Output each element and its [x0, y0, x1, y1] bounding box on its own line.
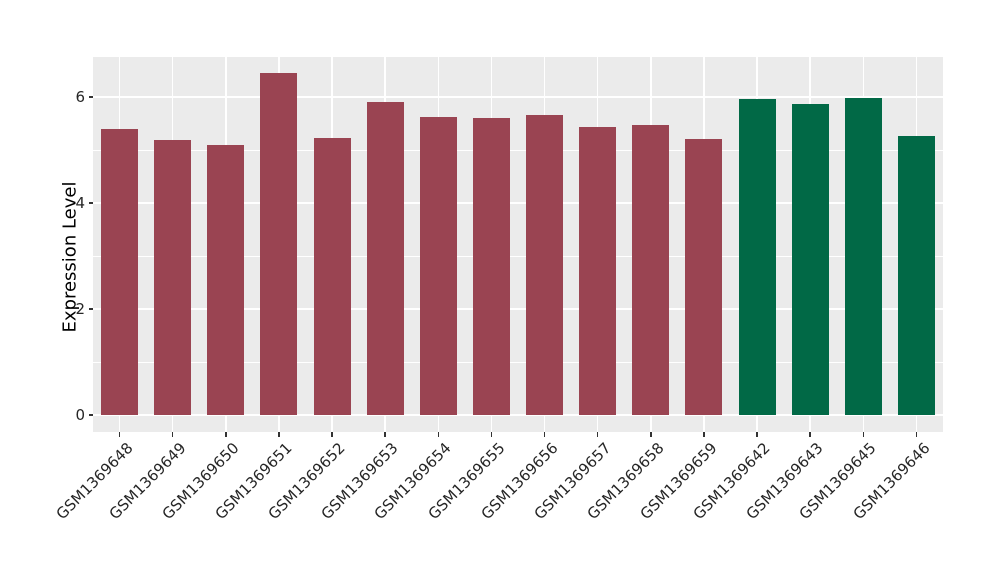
bar-GSM1369657 [579, 127, 617, 415]
x-tick-mark [278, 432, 280, 437]
x-tick-mark [915, 432, 918, 437]
y-tick-label: 4 [75, 194, 85, 212]
bar-GSM1369652 [313, 138, 351, 415]
y-tick-mark [89, 96, 93, 98]
x-tick-mark [809, 432, 811, 437]
x-tick-mark [490, 432, 493, 437]
major-gridline [93, 96, 943, 98]
x-tick-mark [225, 432, 227, 437]
x-tick-mark [171, 432, 174, 437]
bar-GSM1369643 [791, 103, 829, 415]
major-gridline [93, 414, 943, 416]
x-tick-mark [862, 432, 865, 437]
x-tick-mark [384, 432, 386, 437]
bar-GSM1369656 [526, 115, 564, 415]
x-tick-mark [703, 432, 705, 437]
bar-GSM1369642 [738, 99, 776, 415]
minor-gridline [93, 255, 943, 257]
bar-GSM1369653 [366, 102, 404, 415]
bar-GSM1369648 [101, 128, 139, 415]
bar-GSM1369649 [154, 139, 192, 415]
x-tick-mark [437, 432, 440, 437]
minor-gridline [93, 361, 943, 363]
major-gridline [93, 202, 943, 204]
major-gridline [93, 308, 943, 310]
y-tick-label: 0 [75, 406, 85, 424]
x-tick-mark [331, 432, 333, 437]
bar-GSM1369650 [207, 145, 245, 415]
x-tick-mark [596, 432, 599, 437]
plot-panel [93, 57, 943, 432]
bar-GSM1369658 [632, 125, 670, 415]
x-tick-mark [756, 432, 758, 437]
y-tick-mark [89, 202, 93, 204]
y-tick-mark [89, 414, 93, 416]
minor-gridline [93, 149, 943, 151]
y-tick-label: 6 [75, 88, 85, 106]
x-tick-mark [650, 432, 652, 437]
bar-GSM1369655 [472, 118, 510, 415]
bar-GSM1369651 [260, 73, 298, 415]
y-tick-label: 2 [75, 300, 85, 318]
x-tick-mark [543, 432, 546, 437]
bar-GSM1369654 [419, 117, 457, 415]
x-tick-mark [118, 432, 121, 437]
bar-GSM1369659 [685, 138, 723, 415]
y-tick-mark [89, 308, 93, 310]
bar-GSM1369646 [897, 136, 935, 415]
bar-GSM1369645 [844, 98, 882, 415]
